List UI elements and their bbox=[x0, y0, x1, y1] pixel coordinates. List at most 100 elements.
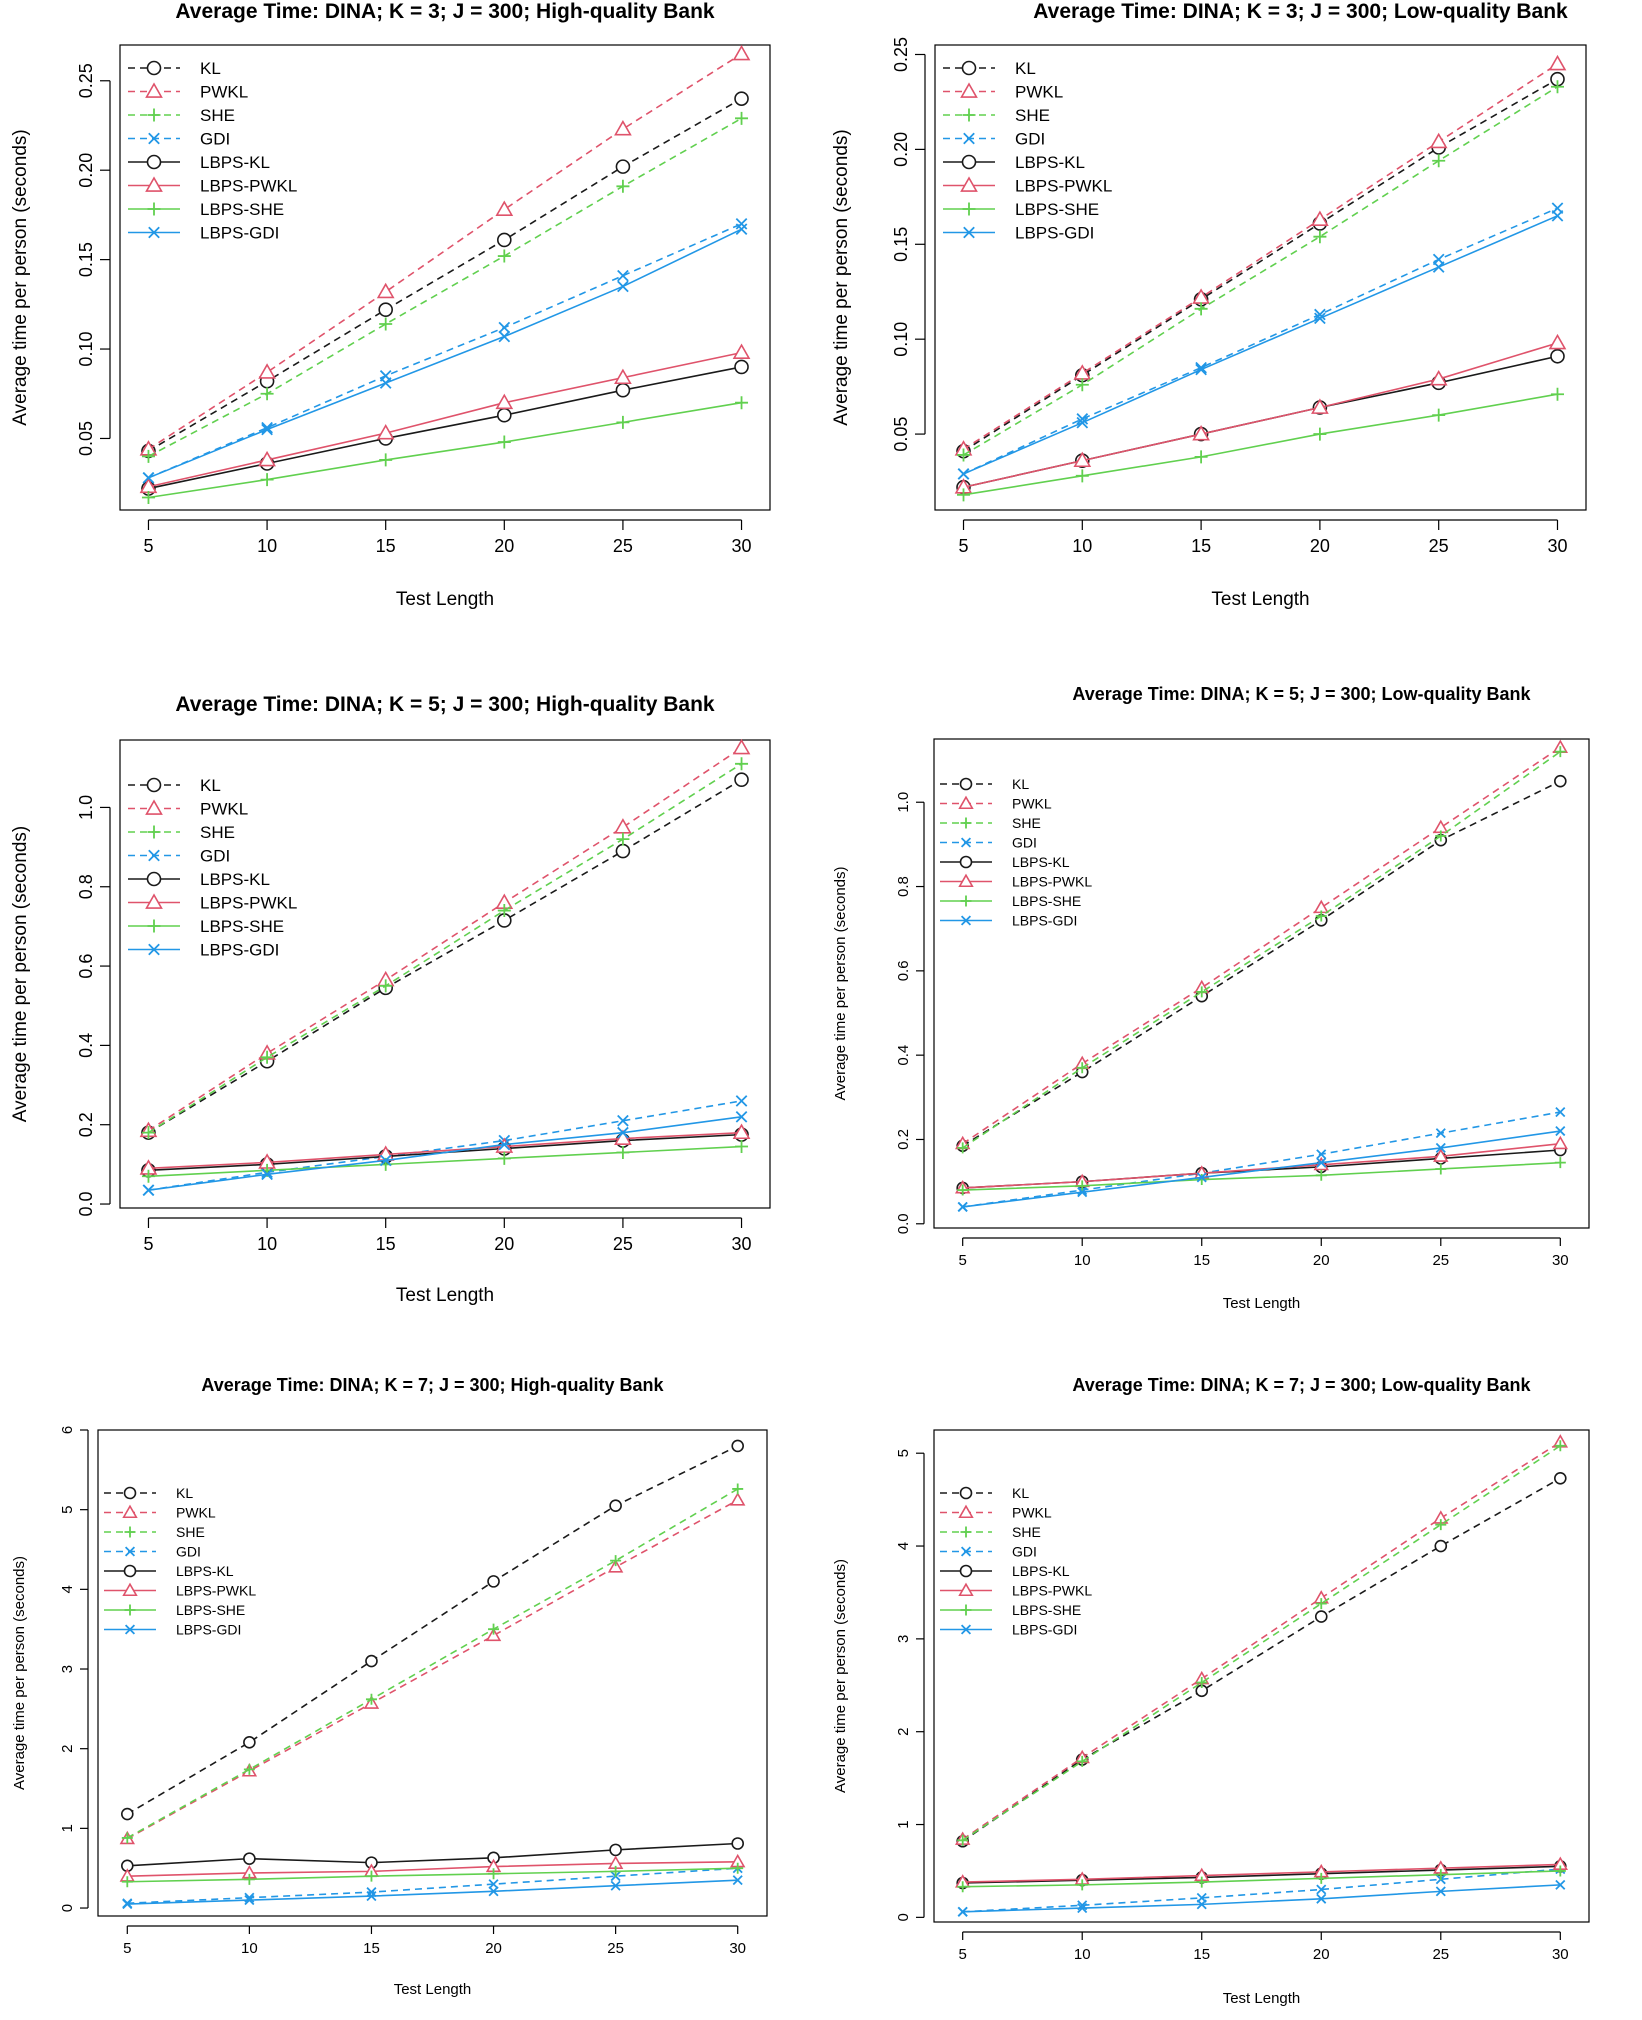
legend-item-lbps-kl: LBPS-KL bbox=[128, 153, 270, 172]
data-point bbox=[1316, 1884, 1327, 1895]
series-line bbox=[148, 1100, 742, 1191]
legend-label: LBPS-GDI bbox=[1015, 224, 1094, 243]
data-point bbox=[120, 1807, 134, 1821]
series-line bbox=[962, 750, 1561, 1149]
series-line bbox=[962, 1142, 1561, 1189]
data-point bbox=[488, 1623, 500, 1635]
legend-marker bbox=[962, 202, 976, 216]
legend-label: LBPS-PWKL bbox=[200, 177, 297, 196]
x-axis-label: Test Length bbox=[396, 1285, 494, 1306]
series-line bbox=[148, 1131, 742, 1170]
legend: KL PWKL SHE GDI LBPS-KL LBPS-PWKL LBPS-SHE LBPS… bbox=[943, 59, 1112, 243]
legend-label: LBPS-GDI bbox=[176, 1622, 241, 1638]
legend-label: LBPS-KL bbox=[1012, 854, 1070, 870]
data-point bbox=[616, 415, 630, 429]
y-tick-label: 4 bbox=[895, 1542, 912, 1550]
x-tick-label: 15 bbox=[1193, 1252, 1210, 1269]
series-lbps-gdi bbox=[122, 1875, 743, 1910]
legend-marker bbox=[959, 777, 973, 791]
data-point bbox=[258, 450, 276, 467]
series-line bbox=[962, 1868, 1561, 1913]
legend-item-lbps-gdi: LBPS-GDI bbox=[128, 224, 279, 243]
legend-marker bbox=[959, 1564, 973, 1578]
legend-marker bbox=[961, 60, 977, 76]
y-tick-label: 0.05 bbox=[76, 421, 96, 456]
data-point bbox=[609, 1499, 622, 1512]
data-point bbox=[1316, 1149, 1327, 1160]
legend-marker bbox=[145, 82, 163, 98]
data-point bbox=[1076, 413, 1089, 425]
series-kl bbox=[956, 774, 1567, 1153]
data-point bbox=[122, 1899, 133, 1910]
data-point bbox=[610, 1865, 622, 1877]
series-kl bbox=[120, 1439, 745, 1821]
x-axis-label: Test Length bbox=[396, 589, 494, 610]
series-line bbox=[148, 1115, 742, 1191]
legend-item-she: SHE bbox=[943, 106, 1050, 125]
chart-title: Average Time: DINA; K = 7; J = 300; High… bbox=[201, 1375, 664, 1395]
data-point bbox=[1554, 1440, 1566, 1452]
data-point bbox=[261, 423, 273, 436]
x-tick-label: 30 bbox=[1547, 536, 1567, 556]
data-point bbox=[260, 1050, 274, 1064]
legend-marker bbox=[123, 1486, 137, 1500]
data-point bbox=[957, 1881, 969, 1893]
data-point bbox=[1194, 450, 1208, 464]
data-point bbox=[1314, 308, 1326, 321]
series-line bbox=[963, 78, 1558, 452]
data-point bbox=[1313, 230, 1327, 244]
data-point bbox=[729, 1492, 746, 1506]
legend-label: PWKL bbox=[1015, 83, 1063, 102]
legend-marker bbox=[148, 849, 160, 862]
legend-marker bbox=[960, 915, 972, 926]
legend-label: GDI bbox=[200, 847, 230, 866]
legend-label: LBPS-SHE bbox=[1012, 893, 1081, 909]
y-tick-label: 0.2 bbox=[76, 1112, 96, 1137]
legend-item-gdi: GDI bbox=[940, 1544, 1037, 1560]
data-point bbox=[957, 1201, 968, 1212]
legend-label: GDI bbox=[1012, 835, 1037, 851]
series-she bbox=[141, 111, 749, 463]
data-point bbox=[614, 368, 632, 385]
data-point bbox=[1196, 1676, 1208, 1688]
data-point bbox=[1550, 348, 1565, 364]
data-point bbox=[735, 1095, 748, 1107]
x-tick-label: 20 bbox=[494, 1234, 514, 1254]
series-lbps-gdi bbox=[957, 1879, 1566, 1917]
legend-marker bbox=[146, 154, 162, 170]
series-she bbox=[957, 746, 1566, 1154]
legend-item-kl: KL bbox=[943, 59, 1036, 78]
series-line bbox=[148, 351, 742, 488]
x-tick-label: 5 bbox=[123, 1940, 131, 1957]
legend-marker bbox=[960, 1604, 972, 1616]
legend-marker bbox=[145, 893, 163, 909]
data-point bbox=[732, 738, 751, 755]
data-point bbox=[1555, 1107, 1566, 1118]
data-point bbox=[616, 1145, 630, 1159]
series-she bbox=[957, 1440, 1566, 1846]
data-point bbox=[487, 1575, 500, 1588]
legend-marker bbox=[124, 1604, 136, 1616]
x-tick-label: 20 bbox=[494, 536, 514, 556]
legend-item-lbps-she: LBPS-SHE bbox=[128, 200, 284, 219]
data-point bbox=[735, 111, 749, 125]
legend-marker bbox=[959, 855, 973, 869]
legend-label: LBPS-KL bbox=[200, 870, 270, 889]
data-point bbox=[1435, 1519, 1447, 1531]
data-point bbox=[615, 159, 631, 174]
legend-item-lbps-kl: LBPS-KL bbox=[940, 1563, 1070, 1579]
legend-item-pwkl: PWKL bbox=[128, 82, 248, 102]
legend-marker bbox=[147, 825, 161, 839]
data-point bbox=[732, 343, 751, 360]
data-point bbox=[1316, 1893, 1327, 1904]
data-point bbox=[376, 424, 395, 440]
legend-item-lbps-pwkl: LBPS-PWKL bbox=[940, 874, 1092, 890]
data-point bbox=[1196, 1899, 1207, 1910]
x-tick-label: 25 bbox=[1429, 536, 1449, 556]
y-tick-label: 0.10 bbox=[76, 332, 96, 367]
data-point bbox=[734, 772, 749, 787]
chart-title: Average Time: DINA; K = 5; J = 300; Low-… bbox=[1072, 684, 1531, 704]
series-line bbox=[962, 1477, 1561, 1842]
data-point bbox=[365, 1693, 377, 1705]
data-point bbox=[1435, 1886, 1446, 1897]
